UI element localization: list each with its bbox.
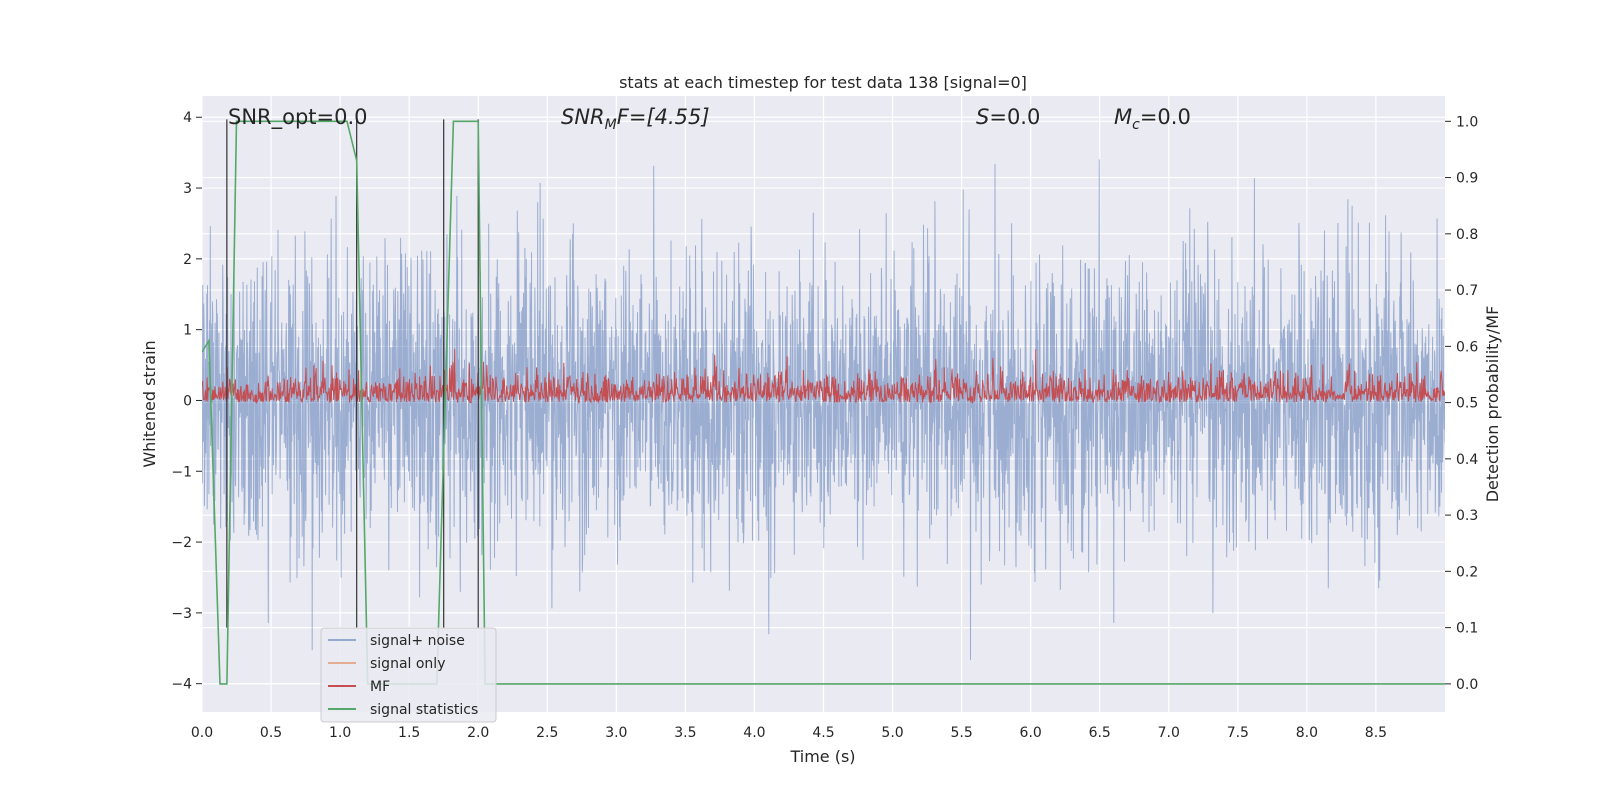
x-tick-label: 1.5 xyxy=(398,725,420,741)
legend-label-signal-statistics: signal statistics xyxy=(370,702,478,718)
annotation-s: S=0.0 xyxy=(976,105,1040,129)
x-tick-label: 5.0 xyxy=(881,725,903,741)
x-tick-label: 7.5 xyxy=(1227,725,1249,741)
annotation-snr-mf: SNRMF=[4.55] xyxy=(561,105,710,133)
y-tick-labels: −4 −3 −2 −1 0 1 2 3 4 xyxy=(171,110,202,693)
x-axis-label: Time (s) xyxy=(789,747,855,766)
y-right-tick-label: 1.0 xyxy=(1456,114,1478,130)
annotation-snr-opt: SNR_opt=0.0 xyxy=(228,105,368,130)
x-tick-label: 8.5 xyxy=(1365,725,1387,741)
y-right-tick-label: 0.5 xyxy=(1456,396,1478,412)
y-tick-label: −2 xyxy=(171,535,192,551)
annotation-s-rest: =0.0 xyxy=(989,105,1040,129)
x-tick-label: 0.5 xyxy=(260,725,282,741)
x-tick-label: 6.5 xyxy=(1089,725,1111,741)
annotation-mc-sub: c xyxy=(1132,117,1140,133)
y-tick-label: 0 xyxy=(183,393,192,409)
y-right-tick-label: 0.2 xyxy=(1456,564,1478,580)
y-right-tick-label: 0.6 xyxy=(1456,339,1478,355)
x-tick-label: 2.5 xyxy=(536,725,558,741)
x-tick-labels: 0.0 0.5 1.0 1.5 2.0 2.5 3.0 3.5 4.0 4.5 5.0 5.5 6.0 6… xyxy=(191,725,1387,741)
y-right-tick-label: 0.9 xyxy=(1456,171,1478,187)
y-right-tick-label: 0.4 xyxy=(1456,452,1478,468)
series-signal-noise xyxy=(202,159,1445,660)
x-tick-label: 6.0 xyxy=(1020,725,1042,741)
legend-label-signal-only: signal only xyxy=(370,656,445,672)
y-tick-label: −1 xyxy=(171,464,192,480)
legend-label-signal-noise: signal+ noise xyxy=(370,633,465,649)
series-signal-statistics xyxy=(202,120,1445,685)
x-tick-label: 4.0 xyxy=(743,725,765,741)
x-tick-label: 7.0 xyxy=(1158,725,1180,741)
y-tick-label: 2 xyxy=(183,252,192,268)
y-right-axis-label: Detection probability/MF xyxy=(1483,306,1502,503)
y-tick-label: −3 xyxy=(171,606,192,622)
series-mf xyxy=(202,348,1445,405)
plot-content xyxy=(202,119,1445,685)
y-tick-label: 3 xyxy=(183,181,192,197)
x-tick-label: 2.0 xyxy=(467,725,489,741)
x-tick-label: 1.0 xyxy=(329,725,351,741)
annotation-mc-rest: =0.0 xyxy=(1140,105,1191,129)
y-right-tick-label: 0.3 xyxy=(1456,508,1478,524)
annotation-mc-main: M xyxy=(1114,105,1132,129)
y-axis-label: Whitened strain xyxy=(140,340,159,467)
annotation-snr-mf-sub: M xyxy=(605,117,617,133)
y-right-tick-label: 0.8 xyxy=(1456,227,1478,243)
legend: signal+ noise signal only MF signal stat… xyxy=(320,627,497,723)
y-right-tick-label: 0.1 xyxy=(1456,621,1478,637)
annotation-mc: Mc=0.0 xyxy=(1114,105,1191,133)
x-tick-label: 3.5 xyxy=(674,725,696,741)
legend-label-mf: MF xyxy=(370,679,390,695)
y-right-tick-label: 0.0 xyxy=(1456,677,1478,693)
x-tick-label: 3.0 xyxy=(605,725,627,741)
y-tick-label: −4 xyxy=(171,677,192,693)
x-tick-label: 0.0 xyxy=(191,725,213,741)
annotation-s-main: S xyxy=(976,105,989,129)
x-tick-label: 8.0 xyxy=(1296,725,1318,741)
x-tick-label: 4.5 xyxy=(812,725,834,741)
y-tick-label: 4 xyxy=(183,110,192,126)
annotation-snr-mf-rest: F=[4.55] xyxy=(617,105,710,129)
legend-box xyxy=(320,627,497,723)
y-right-tick-labels: 0.0 0.1 0.2 0.3 0.4 0.5 0.6 0.7 0.8 0.9 1.0 xyxy=(1445,114,1478,693)
x-tick-label: 5.5 xyxy=(950,725,972,741)
y-right-tick-label: 0.7 xyxy=(1456,283,1478,299)
annotation-snr-mf-main: SNR xyxy=(561,105,605,129)
y-tick-label: 1 xyxy=(183,323,192,339)
chart-title: stats at each timestep for test data 138… xyxy=(619,73,1027,92)
